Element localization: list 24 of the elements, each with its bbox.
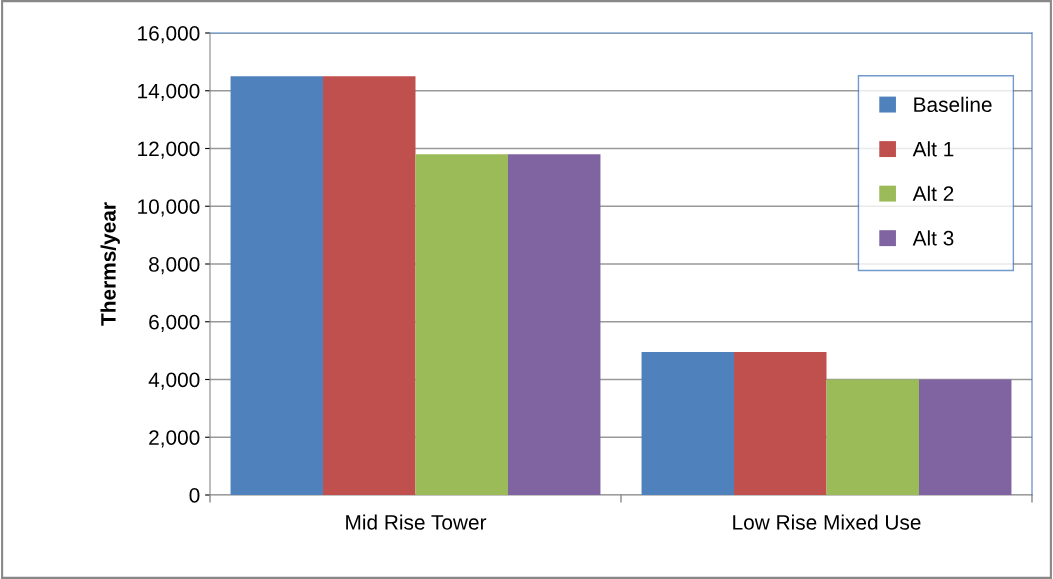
bar (826, 379, 919, 495)
bar (734, 352, 827, 495)
y-tick-label: 10,000 (138, 199, 200, 217)
y-tick-label: 0 (189, 488, 200, 503)
y-tick-label: 14,000 (138, 83, 200, 101)
bar (230, 76, 324, 495)
legend-label: Alt 1 (912, 141, 954, 157)
y-tick-label: 12,000 (138, 141, 200, 159)
y-tick-label: 8,000 (149, 257, 200, 275)
y-tick-label: 2,000 (149, 430, 200, 448)
x-tick-label: Low Rise Mixed Use (733, 514, 921, 530)
bar (323, 76, 416, 495)
legend-label: Alt 3 (912, 230, 954, 246)
y-tick-label: 4,000 (148, 372, 200, 390)
x-tick-label: Mid Rise Tower (346, 514, 487, 530)
y-axis-title: Therms/year (100, 202, 120, 326)
bar (507, 154, 601, 495)
legend-label: Alt 2 (912, 185, 954, 202)
y-tick-label: 6,000 (149, 314, 200, 332)
y-tick-label: 16,000 (138, 26, 200, 44)
legend-label: Baseline (914, 96, 992, 112)
bar (641, 352, 735, 495)
bar (918, 379, 1012, 495)
bar (415, 154, 508, 495)
